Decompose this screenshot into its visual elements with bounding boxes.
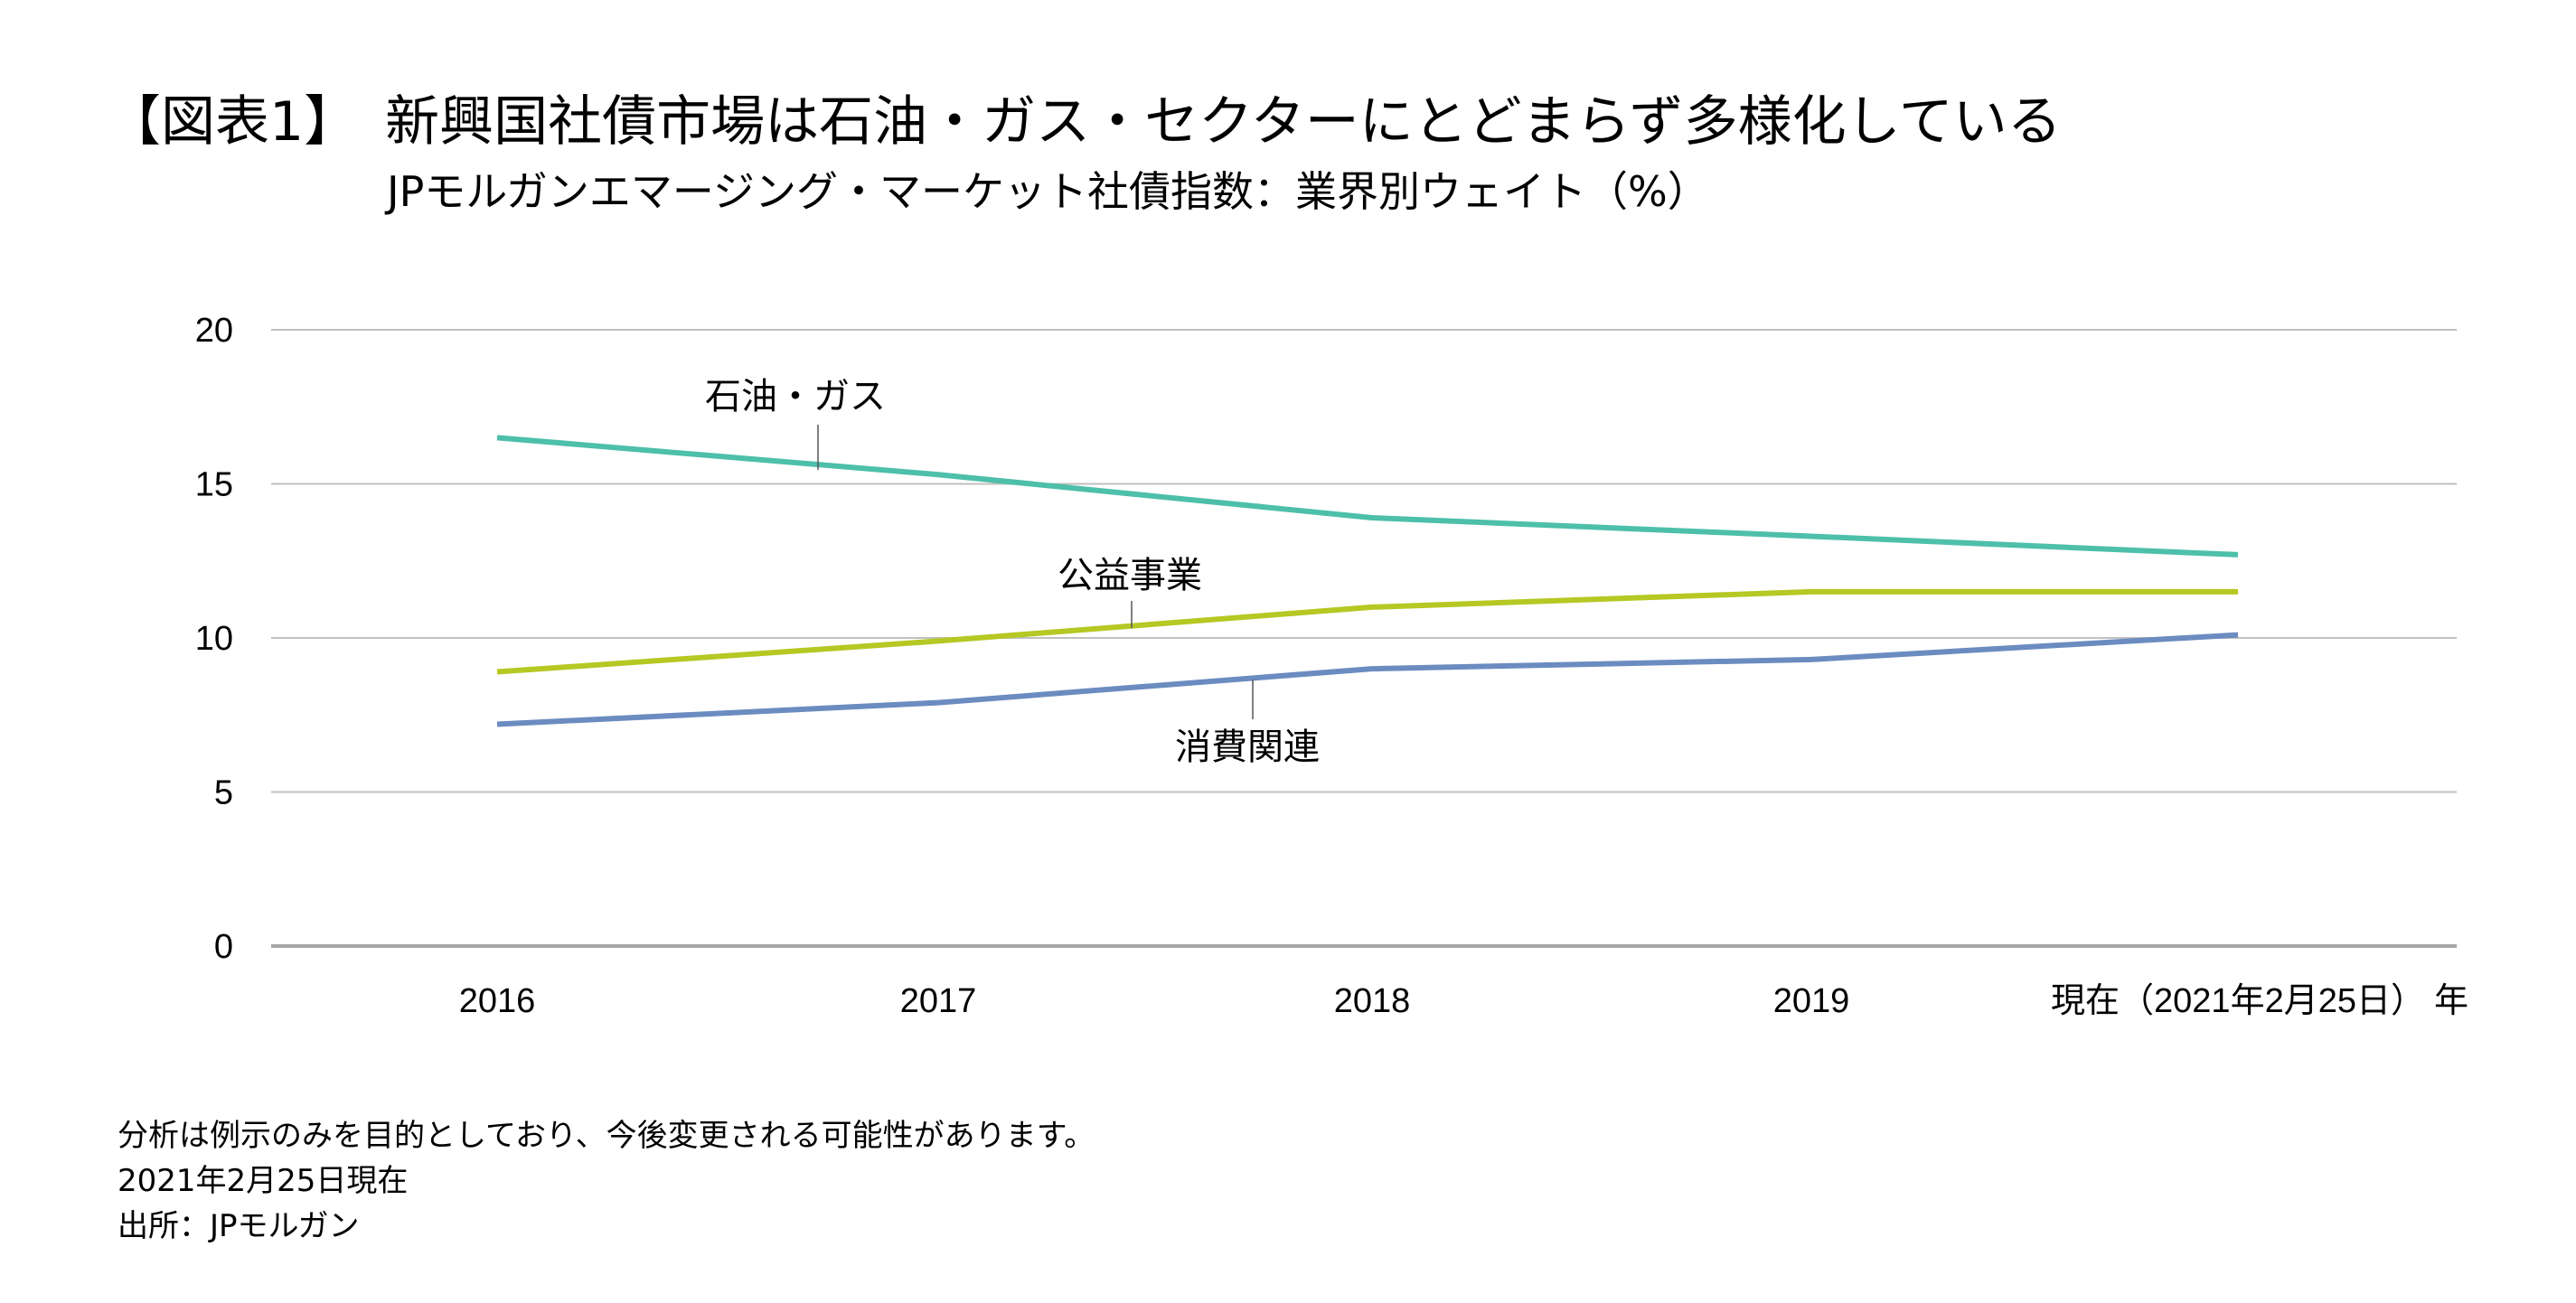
x-tick-label: 2017 [900, 982, 977, 1020]
chart-subtitle: JPモルガンエマージング・マーケット社債指数：業界別ウェイト（%） [387, 167, 1709, 216]
series-label: 公益事業 [1058, 556, 1202, 595]
chart-title: 【図表1】 新興国社債市場は石油・ガス・セクターにとどまらず多様化している [107, 90, 2062, 154]
footnotes: 分析は例示のみを目的としており、今後変更される可能性があります。 2021年2月… [118, 1113, 1095, 1249]
x-tick-label: 2019 [1773, 982, 1850, 1020]
footnote-source: 出所：JPモルガン [118, 1208, 360, 1244]
series-line [496, 588, 2238, 675]
series-label: 消費関連 [1175, 727, 1320, 767]
x-axis-label: 年 [2434, 982, 2468, 1020]
series-label: 石油・ガス [705, 377, 886, 417]
x-tick-label: 現在（2021年2月25日） [2051, 982, 2425, 1020]
x-tick-label: 2016 [459, 982, 536, 1020]
footnote-date: 2021年2月25日現在 [118, 1163, 409, 1199]
y-tick-label: 10 [195, 620, 233, 658]
footnote-disclaimer: 分析は例示のみを目的としており、今後変更される可能性があります。 [118, 1118, 1095, 1154]
y-tick-label: 15 [195, 466, 233, 504]
y-tick-label: 20 [195, 312, 233, 350]
x-tick-label: 2018 [1334, 982, 1411, 1020]
y-tick-label: 5 [214, 774, 233, 812]
series-line [496, 435, 2239, 558]
series-line [496, 632, 2239, 727]
y-tick-label: 0 [214, 928, 233, 966]
